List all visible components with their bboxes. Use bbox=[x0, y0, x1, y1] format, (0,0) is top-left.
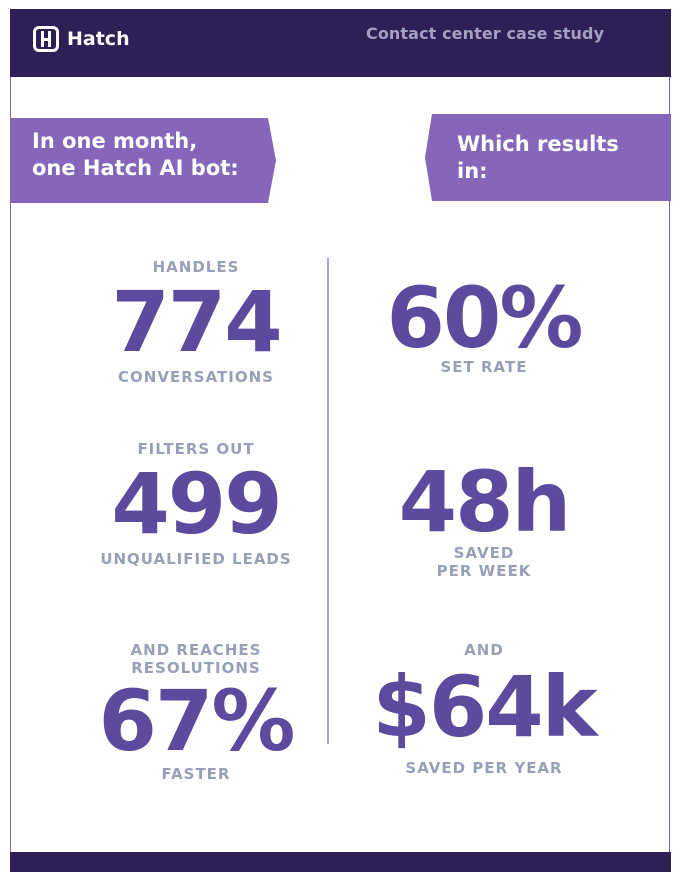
stat-top-label-line2: RESOLUTIONS bbox=[131, 659, 261, 677]
stat-value: 774 bbox=[111, 273, 282, 371]
right-banner-line1: Which results bbox=[457, 132, 619, 156]
stat-money-saved: AND $64k SAVED PER YEAR bbox=[350, 641, 618, 777]
stat-top-label: FILTERS OUT bbox=[137, 440, 255, 458]
left-banner: In one month, one Hatch AI bot: bbox=[10, 118, 276, 203]
stat-top-label-line1: AND REACHES bbox=[130, 641, 262, 659]
stat-value: 67% bbox=[98, 672, 295, 770]
stat-value: 499 bbox=[111, 455, 282, 553]
stat-bottom-label: FASTER bbox=[161, 765, 231, 783]
header-bar: Hatch Contact center case study bbox=[10, 9, 671, 77]
right-banner: Which results in: bbox=[425, 114, 671, 201]
hatch-logo: Hatch bbox=[33, 26, 130, 52]
stat-value: $64k bbox=[372, 658, 597, 756]
stat-bottom-label-line1: SAVED bbox=[453, 544, 515, 562]
stat-bottom-label: SET RATE bbox=[440, 358, 528, 376]
stat-set-rate: 60% SET RATE bbox=[350, 276, 618, 376]
stat-unqualified-leads: FILTERS OUT 499 UNQUALIFIED LEADS bbox=[80, 440, 312, 568]
stat-top-label: HANDLES bbox=[152, 258, 240, 276]
stat-top-label: AND bbox=[464, 641, 504, 659]
logo-text: Hatch bbox=[67, 28, 130, 50]
stat-value: 48h bbox=[398, 453, 572, 551]
hatch-logo-icon bbox=[33, 26, 59, 52]
stat-bottom-label: SAVED PER YEAR bbox=[405, 759, 563, 777]
stat-hours-saved: 48h SAVED PER WEEK bbox=[350, 460, 618, 580]
header-subtitle: Contact center case study bbox=[366, 24, 605, 43]
stat-bottom-label: CONVERSATIONS bbox=[118, 368, 274, 386]
stat-faster-resolutions: AND REACHES RESOLUTIONS 67% FASTER bbox=[80, 641, 312, 783]
stat-bottom-label: UNQUALIFIED LEADS bbox=[100, 550, 292, 568]
stat-bottom-label-line2: PER WEEK bbox=[436, 562, 532, 580]
left-banner-line2: one Hatch AI bot: bbox=[32, 156, 239, 180]
footer-bar bbox=[10, 852, 671, 872]
stat-conversations: HANDLES 774 CONVERSATIONS bbox=[80, 258, 312, 386]
right-banner-line2: in: bbox=[457, 159, 488, 183]
stat-value: 60% bbox=[386, 269, 583, 367]
column-divider bbox=[327, 258, 329, 744]
left-banner-line1: In one month, bbox=[32, 129, 198, 153]
